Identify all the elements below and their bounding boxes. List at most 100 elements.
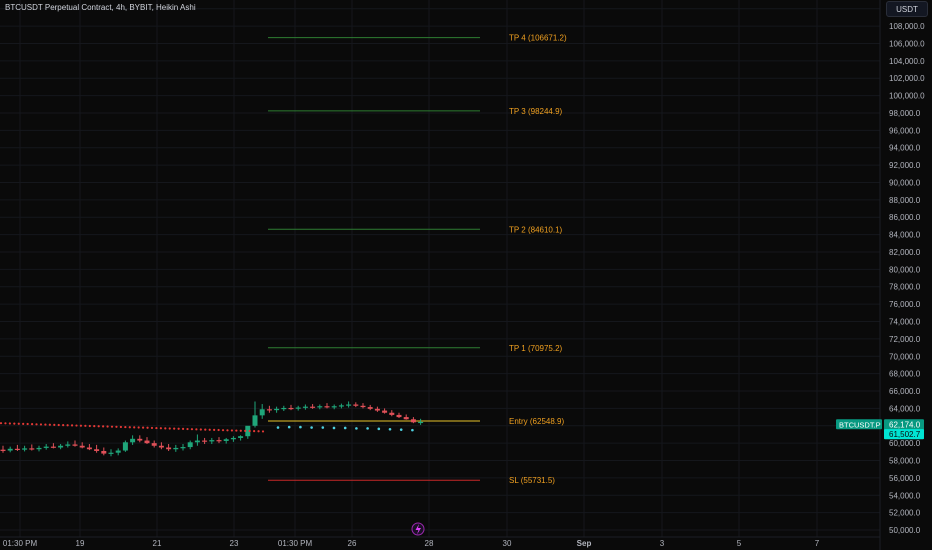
cyan-signal-dot: [343, 426, 347, 430]
y-tick-label: 84,000.0: [889, 231, 921, 240]
red-signal-dot: [22, 422, 25, 425]
red-signal-dot: [106, 425, 109, 428]
red-signal-dot: [168, 427, 171, 430]
red-signal-dot: [230, 429, 234, 432]
candle-body: [288, 407, 294, 410]
red-signal-dot: [177, 427, 180, 430]
symbol-badge: [836, 419, 882, 430]
x-tick-label: 23: [230, 539, 239, 548]
candle-body: [238, 436, 244, 438]
red-signal-dot: [221, 429, 225, 432]
candle-body: [187, 442, 193, 448]
level-label-tp-4: TP 4 (106671.2): [509, 34, 567, 43]
candle-body: [338, 405, 344, 407]
cyan-signal-dot: [366, 427, 369, 430]
chart-title: BTCUSDT Perpetual Contract, 4h, BYBIT, H…: [5, 3, 196, 12]
candle-body: [173, 447, 179, 450]
candle-body: [374, 408, 380, 411]
candle-body: [144, 440, 150, 444]
price-badge-cyan-value: 61,502.7: [889, 430, 921, 439]
candle-body: [166, 447, 172, 450]
y-tick-label: 96,000.0: [889, 126, 921, 135]
red-signal-dot: [253, 430, 256, 433]
lightning-bolt-icon: [415, 524, 421, 535]
y-tick-label: 98,000.0: [889, 109, 921, 118]
cyan-signal-dot: [377, 427, 381, 431]
candle-body: [14, 448, 20, 451]
red-signal-dot: [239, 429, 242, 432]
level-label-sl: SL (55731.5): [509, 476, 555, 485]
candle-body: [50, 446, 56, 448]
y-tick-label: 76,000.0: [889, 300, 921, 309]
red-signal-dot: [44, 423, 47, 426]
red-signal-dot: [97, 425, 100, 428]
red-signal-dot: [248, 429, 251, 433]
y-tick-label: 74,000.0: [889, 318, 921, 327]
candle-body: [115, 450, 121, 453]
candle-body: [274, 408, 280, 411]
candle-body: [72, 444, 78, 446]
candle-body: [331, 406, 337, 408]
candle-body: [65, 444, 71, 446]
candle-body: [58, 445, 64, 448]
cyan-signal-dot: [321, 426, 325, 429]
x-tick-label: 01:30 PM: [278, 539, 313, 548]
candle-body: [7, 448, 13, 451]
red-signal-dot: [13, 422, 16, 425]
y-tick-label: 86,000.0: [889, 213, 921, 222]
candle-body: [130, 438, 136, 443]
red-signal-dot: [261, 430, 265, 433]
cyan-signal-dot: [332, 426, 336, 430]
red-signal-dot: [181, 427, 185, 431]
y-tick-label: 92,000.0: [889, 161, 921, 170]
cyan-signal-dot: [299, 425, 302, 429]
red-signal-dot: [159, 427, 162, 430]
candle-body: [230, 437, 236, 440]
cyan-signal-dot: [310, 426, 313, 429]
red-signal-dot: [35, 423, 38, 426]
candle-body: [346, 404, 352, 406]
y-tick-label: 108,000.0: [889, 22, 925, 31]
red-signal-dot: [142, 426, 145, 429]
cyan-signal-dot: [399, 428, 403, 431]
y-tick-label: 72,000.0: [889, 335, 921, 344]
y-tick-label: 78,000.0: [889, 283, 921, 292]
candle-body: [216, 440, 222, 442]
candle-body: [259, 409, 265, 416]
red-signal-dot: [66, 424, 69, 427]
red-signal-dot: [226, 429, 229, 432]
red-signal-dot: [62, 424, 65, 427]
candle-body: [137, 438, 143, 441]
cyan-signal-dot: [355, 427, 358, 430]
candle-body: [79, 445, 85, 448]
x-tick-label: 5: [737, 539, 742, 548]
y-tick-label: 88,000.0: [889, 196, 921, 205]
red-signal-dot: [199, 428, 202, 431]
red-signal-dot: [173, 427, 176, 430]
candle-body: [281, 407, 287, 410]
candle-body: [223, 439, 229, 441]
red-signal-dot: [53, 423, 56, 426]
red-signal-dot: [150, 426, 154, 430]
y-tick-label: 70,000.0: [889, 352, 921, 361]
red-signal-dot: [26, 422, 29, 426]
red-signal-dot: [48, 423, 51, 426]
red-signal-dot: [124, 425, 127, 429]
candle-body: [194, 440, 200, 443]
currency-button[interactable]: USDT: [886, 1, 928, 17]
red-signal-dot: [155, 426, 158, 430]
level-label-tp-1: TP 1 (70975.2): [509, 344, 563, 353]
price-badge-cyan: [884, 429, 924, 440]
red-signal-dot: [128, 426, 131, 429]
candle-body: [403, 417, 409, 420]
red-signal-dot: [195, 428, 198, 431]
x-tick-label: 28: [425, 539, 434, 548]
cyan-signal-dot: [276, 426, 280, 429]
y-tick-label: 80,000.0: [889, 265, 921, 274]
red-signal-dot: [84, 424, 87, 427]
candle-body: [295, 407, 301, 409]
red-signal-dot: [8, 422, 11, 425]
price-badge-value: 62,174.0: [889, 420, 921, 429]
